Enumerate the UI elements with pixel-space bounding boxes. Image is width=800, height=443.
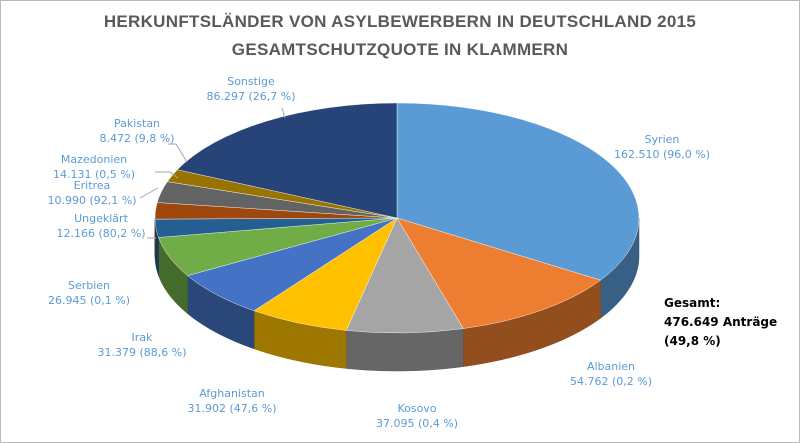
label-value-afghanistan: 31.902 (47,6 %) [187,402,276,415]
label-value-irak: 31.379 (88,6 %) [97,346,186,359]
label-value-pakistan: 8.472 (9,8 %) [99,132,174,145]
pie-slice-albanien [396,217,601,329]
leader-line-eritrea [139,187,159,199]
total-line-1: Gesamt: [664,296,721,310]
chart-subtitle: GESAMTSCHUTZQUOTE IN KLAMMERN [231,40,569,59]
label-name-albanien: Albanien [587,360,635,373]
label-name-mazedonien: Mazedonien [61,153,127,166]
label-name-irak: Irak [132,331,154,344]
label-value-mazedonien: 14.131 (0,5 %) [53,168,135,181]
label-name-afghanistan: Afghanistan [199,387,265,400]
label-value-syrien: 162.510 (96,0 %) [614,148,710,161]
label-value-kosovo: 37.095 (0,4 %) [376,417,458,430]
label-name-syrien: Syrien [645,133,680,146]
pie-slices [154,102,640,334]
label-value-eritrea: 10.990 (92,1 %) [47,194,136,207]
label-name-eritrea: Eritrea [74,179,111,192]
pie-labels: Syrien 162.510 (96,0 %) Albanien 54.762 (0,… [47,75,710,430]
label-name-pakistan: Pakistan [114,117,160,130]
leader-line-sonstige [281,107,286,119]
label-name-sonstige: Sonstige [227,75,275,88]
label-name-kosovo: Kosovo [397,402,436,415]
leader-line-mazedonien [155,171,179,179]
leader-line-pakistan [168,143,188,163]
pie-slice-kosovo [345,217,464,334]
total-annotation: Gesamt: 476.649 Anträge (49,8 %) [664,294,777,351]
pie-sides [154,217,640,372]
total-line-3: (49,8 %) [664,334,721,348]
total-line-2: 476.649 Anträge [664,315,778,329]
pie-side-kosovo [345,328,464,372]
label-name-ungeklärt: Ungeklärt [74,212,128,225]
label-value-albanien: 54.762 (0,2 %) [570,375,652,388]
label-value-serbien: 26.945 (0,1 %) [48,294,130,307]
label-value-sonstige: 86.297 (26,7 %) [206,90,295,103]
label-name-serbien: Serbien [68,279,110,292]
label-value-ungeklärt: 12.166 (80,2 %) [56,227,145,240]
pie-slice-syrien [396,102,640,281]
pie-slice-sonstige [176,102,398,219]
chart-title: HERKUNFTSLÄNDER VON ASYLBEWERBERN IN DEU… [103,12,697,31]
